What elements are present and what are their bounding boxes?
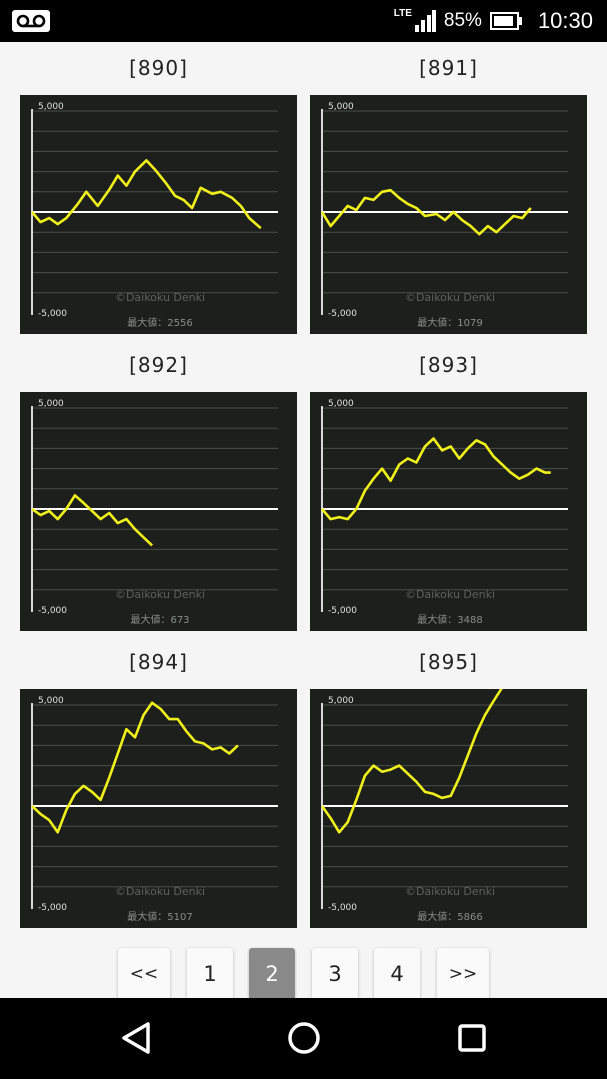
battery-percent: 85% [443, 10, 482, 31]
watermark: ©Daikoku Denki [115, 885, 205, 898]
y-tick-top: 5,000 [38, 102, 64, 112]
y-tick-top: 5,000 [38, 696, 64, 706]
slump-line [31, 701, 239, 834]
navigation-bar [0, 998, 607, 1079]
slump-chart[interactable]: 5,000 -5,000 ©Daikoku Denki 最大値：2556 [20, 95, 297, 334]
status-bar: LTE 85% 10:30 [0, 0, 607, 42]
watermark: ©Daikoku Denki [405, 588, 495, 601]
pagination: << 1 2 3 4 >> [0, 946, 607, 1000]
first-page-button[interactable]: << [118, 948, 170, 1000]
slump-chart[interactable]: 5,000 -5,000 ©Daikoku Denki 最大値：673 [20, 392, 297, 631]
y-tick-bottom: -5,000 [38, 606, 67, 616]
y-tick-top: 5,000 [38, 399, 64, 409]
signal-icon [414, 10, 436, 32]
max-value-label: 最大値：5107 [127, 910, 192, 923]
max-value-label: 最大値：673 [130, 613, 189, 626]
chart-svg: 5,000 -5,000 ©Daikoku Denki 最大値：5107 [31, 696, 278, 923]
slump-chart[interactable]: 5,000 -5,000 ©Daikoku Denki 最大値：3488 [310, 392, 587, 631]
watermark: ©Daikoku Denki [405, 885, 495, 898]
y-tick-bottom: -5,000 [328, 903, 357, 913]
machine-number: [892] [129, 353, 188, 377]
page-button-4[interactable]: 4 [374, 948, 420, 1000]
voicemail-icon [12, 10, 50, 37]
watermark: ©Daikoku Denki [115, 291, 205, 304]
machine-number: [895] [419, 650, 478, 674]
back-icon[interactable] [116, 1018, 156, 1058]
max-value-label: 最大値：3488 [417, 613, 482, 626]
max-value-label: 最大値：1079 [417, 316, 482, 329]
y-tick-bottom: -5,000 [38, 903, 67, 913]
chart-svg: 5,000 -5,000 ©Daikoku Denki 最大値：5866 [320, 689, 568, 923]
home-icon[interactable] [284, 1018, 324, 1058]
y-tick-bottom: -5,000 [328, 309, 357, 319]
page-button-3[interactable]: 3 [312, 948, 358, 1000]
machine-number: [890] [129, 56, 188, 80]
last-page-button[interactable]: >> [437, 948, 489, 1000]
chart-svg: 5,000 -5,000 ©Daikoku Denki 最大値：2556 [31, 102, 278, 329]
machine-number: [893] [419, 353, 478, 377]
machine-number: [894] [129, 650, 188, 674]
y-tick-top: 5,000 [328, 696, 354, 706]
watermark: ©Daikoku Denki [405, 291, 495, 304]
slump-line [320, 188, 532, 236]
slump-chart[interactable]: 5,000 -5,000 ©Daikoku Denki 最大値：1079 [310, 95, 587, 334]
slump-chart[interactable]: 5,000 -5,000 ©Daikoku Denki 最大値：5107 [20, 689, 297, 928]
page-button-2[interactable]: 2 [249, 948, 295, 1000]
y-tick-top: 5,000 [328, 399, 354, 409]
machine-number: [891] [419, 56, 478, 80]
chart-svg: 5,000 -5,000 ©Daikoku Denki 最大値：3488 [321, 399, 568, 626]
max-value-label: 最大値：2556 [127, 316, 192, 329]
page-button-1[interactable]: 1 [187, 948, 233, 1000]
clock: 10:30 [537, 8, 593, 33]
chart-svg: 5,000 -5,000 ©Daikoku Denki 最大値：1079 [320, 102, 568, 329]
y-tick-top: 5,000 [328, 102, 354, 112]
max-value-label: 最大値：5866 [417, 910, 482, 923]
slump-line [31, 494, 153, 547]
chart-svg: 5,000 -5,000 ©Daikoku Denki 最大値：673 [31, 399, 278, 626]
slump-line [31, 159, 262, 230]
y-tick-bottom: -5,000 [38, 309, 67, 319]
network-type: LTE [393, 7, 412, 19]
recents-icon[interactable] [452, 1018, 492, 1058]
battery-icon [489, 12, 522, 30]
watermark: ©Daikoku Denki [115, 588, 205, 601]
slump-line [320, 689, 503, 834]
slump-line [321, 437, 551, 521]
y-tick-bottom: -5,000 [328, 606, 357, 616]
slump-chart[interactable]: 5,000 -5,000 ©Daikoku Denki 最大値：5866 [310, 689, 587, 928]
